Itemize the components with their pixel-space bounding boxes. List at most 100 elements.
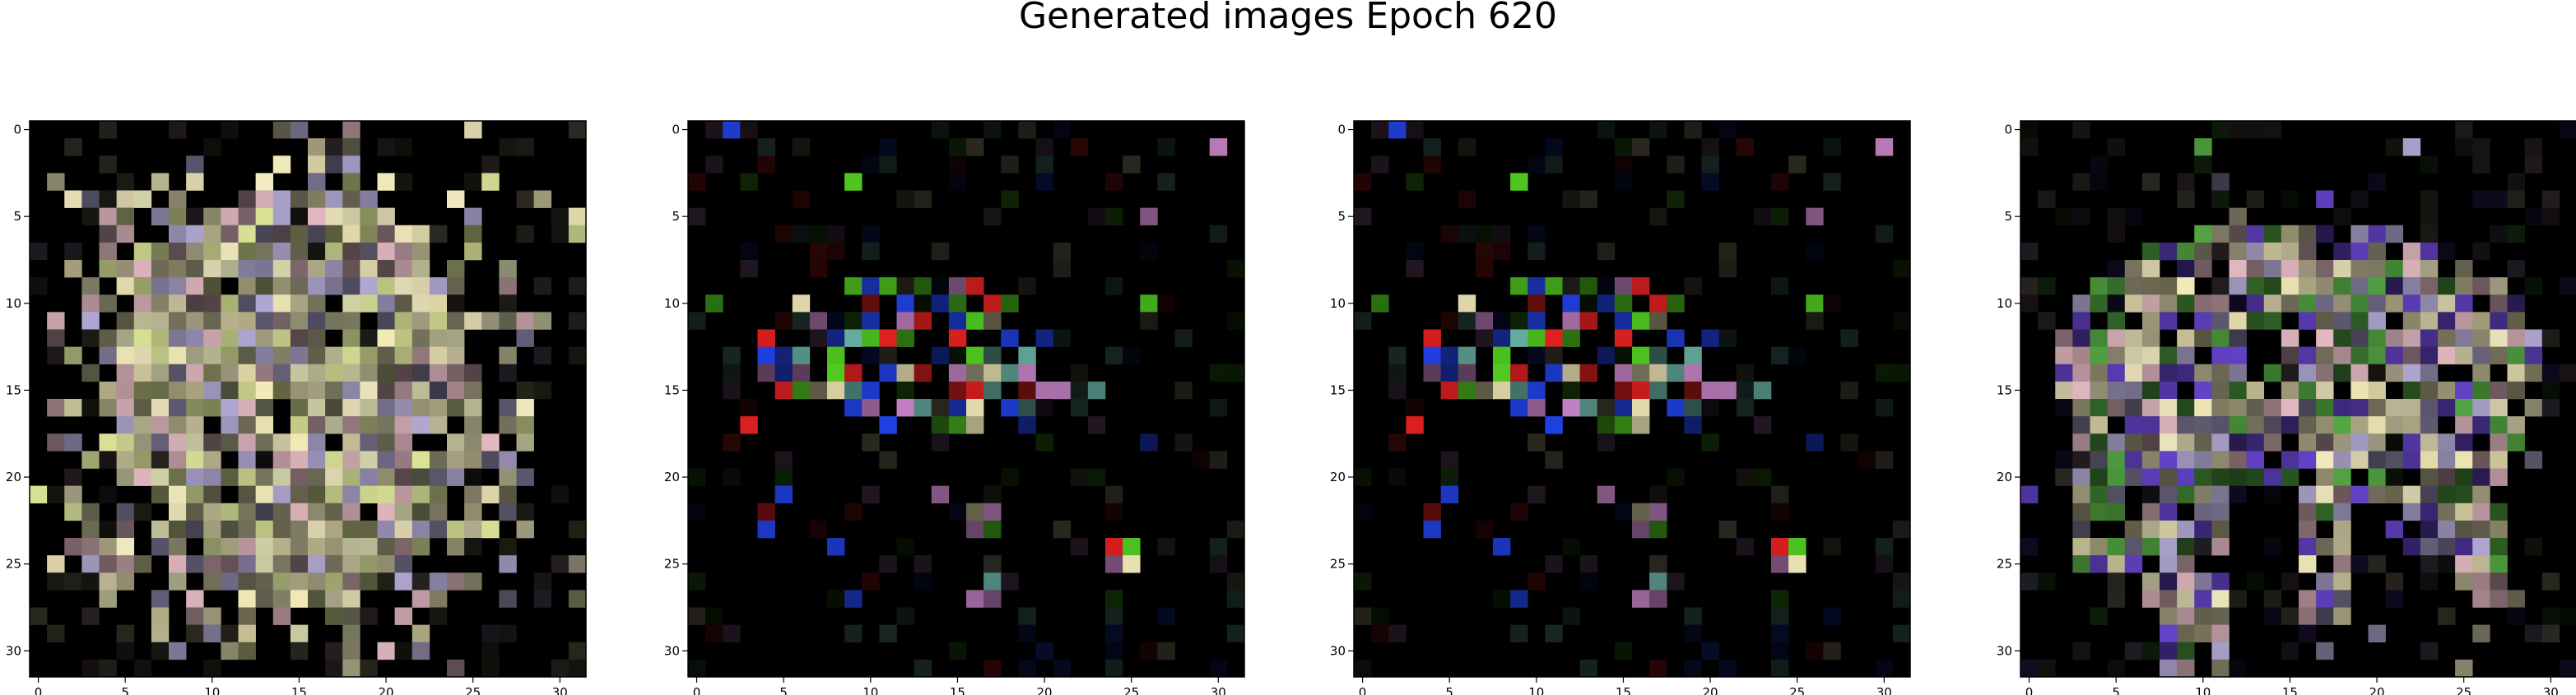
pixel (360, 451, 378, 469)
pixel (2420, 399, 2439, 417)
pixel (914, 659, 932, 678)
pixel (2333, 590, 2351, 608)
pixel (342, 451, 360, 469)
pixel (481, 659, 500, 678)
pixel (2211, 399, 2230, 417)
pixel (116, 503, 135, 521)
pixel (81, 364, 100, 382)
pixel (2368, 433, 2386, 452)
pixel (2194, 138, 2212, 156)
pixel (30, 485, 48, 504)
pixel (1597, 346, 1616, 365)
pixel (1614, 381, 1633, 400)
pixel (2211, 451, 2230, 469)
pixel (342, 277, 360, 295)
y-tick-label: 30 (1997, 643, 2012, 658)
pixel (377, 572, 395, 591)
y-tick-label: 0 (1337, 123, 1346, 137)
pixel (2177, 294, 2195, 313)
pixel (169, 260, 187, 278)
pixel (1053, 121, 1072, 139)
pixel (360, 555, 378, 573)
pixel (2559, 277, 2576, 295)
pixel (2229, 329, 2247, 347)
pixel (464, 225, 482, 243)
pixel (774, 225, 793, 243)
pixel (360, 381, 378, 400)
pixel (879, 329, 897, 347)
pixel (2541, 624, 2560, 643)
pixel (1771, 659, 1789, 678)
pixel (844, 277, 863, 295)
x-tick-label: 15 (2282, 685, 2298, 695)
pixel (2524, 277, 2543, 295)
pixel (1140, 242, 1158, 261)
pixel (1406, 242, 1424, 261)
pixel (47, 624, 65, 643)
pixel (983, 520, 1002, 539)
pixel (203, 659, 221, 678)
pixel (2246, 260, 2265, 278)
pixel (2420, 364, 2439, 382)
pixel (377, 503, 395, 521)
pixel (2455, 312, 2473, 330)
pixel (308, 277, 326, 295)
pixel (238, 451, 256, 469)
pixel (966, 416, 984, 434)
pixel (844, 399, 863, 417)
x-tick-label: 15 (291, 685, 307, 695)
pixel (2141, 451, 2160, 469)
pixel (133, 659, 152, 678)
pixel (2455, 294, 2473, 313)
pixel (1406, 399, 1424, 417)
pixel (1018, 659, 1036, 678)
pixel (516, 190, 534, 208)
pixel (1771, 624, 1789, 643)
pixel (2072, 538, 2090, 556)
pixel (377, 260, 395, 278)
pixel (447, 468, 465, 486)
pixel (238, 468, 256, 486)
pixel (2281, 607, 2299, 625)
pixel (447, 294, 465, 313)
pixel (255, 260, 274, 278)
pixel (2246, 451, 2265, 469)
pixel (896, 329, 914, 347)
pixel (1649, 503, 1667, 521)
pixel (2160, 294, 2178, 313)
pixel (2246, 572, 2265, 591)
pixel (516, 381, 534, 400)
pixel (81, 538, 100, 556)
y-tick-label: 20 (664, 470, 680, 484)
pixel (2368, 225, 2386, 243)
pixel (464, 485, 482, 504)
pixel (116, 190, 135, 208)
pixel (1875, 538, 1894, 556)
pixel (844, 329, 863, 347)
pixel (499, 624, 517, 643)
pixel (2160, 399, 2178, 417)
pixel (360, 190, 378, 208)
pixel (533, 312, 552, 330)
pixel (2455, 138, 2473, 156)
pixel (221, 399, 239, 417)
pixel (272, 277, 291, 295)
pixel (2385, 416, 2404, 434)
x-tick-label: 10 (1528, 685, 1544, 695)
pixel (2090, 607, 2108, 625)
pixel (2194, 225, 2212, 243)
pixel (186, 260, 204, 278)
pixel (2368, 399, 2386, 417)
pixel (151, 277, 170, 295)
pixel (2177, 538, 2195, 556)
pixel (169, 346, 187, 365)
pixel (740, 399, 758, 417)
pixel (2472, 555, 2490, 573)
y-tick-label: 25 (6, 557, 21, 572)
pixel (2160, 642, 2178, 660)
pixel (1875, 399, 1894, 417)
pixel (342, 468, 360, 486)
pixel (1823, 642, 1841, 660)
pixel (2055, 207, 2073, 226)
pixel (1510, 503, 1528, 521)
